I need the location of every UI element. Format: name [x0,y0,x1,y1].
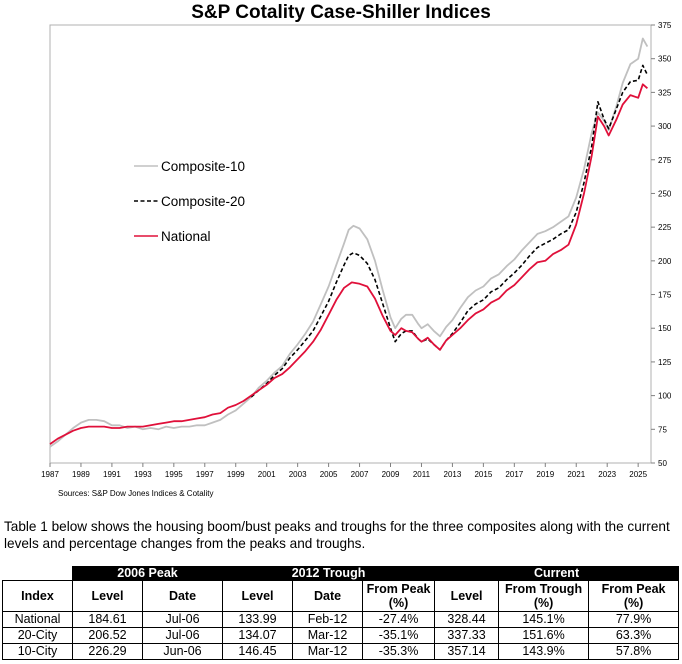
x-tick-label: 2019 [536,470,554,479]
x-tick-label: 2003 [289,470,307,479]
cell: 184.61 [72,611,143,628]
col-header: From Trough (%) [498,580,590,612]
cell: 57.8% [588,643,680,660]
cell: Jul-06 [141,611,224,628]
y-tick-label: 150 [658,324,672,333]
x-axis: 1987 1989 1991 1993 1995 1997 1999 2001 2003 2005… [41,463,648,479]
x-tick-label: 1989 [72,470,90,479]
table-group-header-row: 2006 Peak 2012 Trough Current [2,566,680,581]
series-national-line [49,83,648,445]
cell: 77.9% [588,611,680,628]
cell: 206.52 [72,627,143,644]
col-header: From Peak (%) [588,580,680,612]
cell-index: National [2,611,73,628]
plot-area [49,24,652,464]
x-tick-label: 1997 [196,470,214,479]
x-tick-label: 1995 [165,470,183,479]
legend: Composite-10 Composite-20 National [134,159,245,244]
table-row: 20-City 206.52 Jul-06 134.07 Mar-12 -35.… [2,627,680,644]
cell: -27.4% [362,611,436,628]
cell-index: 20-City [2,627,73,644]
cell: Jun-06 [141,643,224,660]
cell: 63.3% [588,627,680,644]
cell: 145.1% [498,611,590,628]
col-header: Level [72,580,143,612]
x-tick-label: 2011 [413,470,431,479]
col-header: From Peak (%) [362,580,436,612]
cell: 133.99 [222,611,294,628]
x-tick-label: 1993 [134,470,152,479]
col-header: Date [292,580,364,612]
cell: 143.9% [498,643,590,660]
cell: -35.1% [362,627,436,644]
chart-source: Sources: S&P Dow Jones Indices & Cotalit… [58,489,214,498]
cell: Mar-12 [292,643,364,660]
chart-title: S&P Cotality Case-Shiller Indices [191,2,491,23]
cell-index: 10-City [2,643,73,660]
chart-svg: 375 350 325 300 275 250 225 200 175 150 125 100 75 50… [41,21,672,479]
group-2012-trough: 2012 Trough [222,566,436,581]
cell: 134.07 [222,627,294,644]
cell: Feb-12 [292,611,364,628]
x-tick-label: 2021 [567,470,585,479]
col-header: Level [434,580,500,612]
x-tick-label: 2001 [258,470,276,479]
cell: Jul-06 [141,627,224,644]
x-tick-label: 2025 [629,470,647,479]
cell: 357.14 [434,643,500,660]
x-tick-label: 2017 [505,470,523,479]
x-tick-label: 2013 [444,470,462,479]
series-composite-10-line [49,37,649,448]
legend-composite-20-label: Composite-20 [161,194,245,209]
x-tick-label: 1999 [227,470,245,479]
y-tick-label: 250 [658,189,672,198]
y-tick-label: 200 [658,257,672,266]
col-header: Date [141,580,224,612]
x-tick-label: 2009 [382,470,400,479]
y-tick-label: 325 [658,88,672,97]
y-axis: 375 350 325 300 275 250 225 200 175 150 125 100 75 50 [651,21,672,468]
y-tick-label: 300 [658,122,672,131]
group-blank [2,566,73,581]
legend-national-label: National [161,229,211,244]
legend-composite-10-label: Composite-10 [161,159,245,174]
x-tick-label: 2023 [598,470,616,479]
description-text: Table 1 below shows the housing boom/bus… [4,519,670,551]
y-tick-label: 75 [658,425,667,434]
y-tick-label: 100 [658,392,672,401]
group-current: Current [434,566,680,581]
cell: 328.44 [434,611,500,628]
y-tick-label: 125 [658,358,672,367]
x-tick-label: 2007 [351,470,369,479]
col-header: Level [222,580,294,612]
cell: 337.33 [434,627,500,644]
table-header-row: Index Level Date Level Date From Peak (%… [2,580,680,612]
table-row: 10-City 226.29 Jun-06 146.45 Mar-12 -35.… [2,643,680,660]
group-2006-peak: 2006 Peak [71,566,224,581]
col-header: Index [2,580,73,612]
y-tick-label: 225 [658,223,672,232]
peak-trough-table: 2006 Peak 2012 Trough Current Index Leve… [2,566,680,660]
x-tick-label: 2005 [320,470,338,479]
y-tick-label: 175 [658,291,672,300]
cell: 226.29 [72,643,143,660]
x-tick-label: 2015 [474,470,492,479]
cell: -35.3% [362,643,436,660]
y-tick-label: 375 [658,21,672,30]
series-group [49,37,649,448]
cell: 146.45 [222,643,294,660]
table-row: National 184.61 Jul-06 133.99 Feb-12 -27… [2,611,680,628]
x-tick-label: 1991 [103,470,121,479]
y-tick-label: 275 [658,156,672,165]
y-tick-label: 50 [658,459,667,468]
cell: Mar-12 [292,627,364,644]
cell: 151.6% [498,627,590,644]
x-tick-label: 1987 [41,470,59,479]
y-tick-label: 350 [658,55,672,64]
